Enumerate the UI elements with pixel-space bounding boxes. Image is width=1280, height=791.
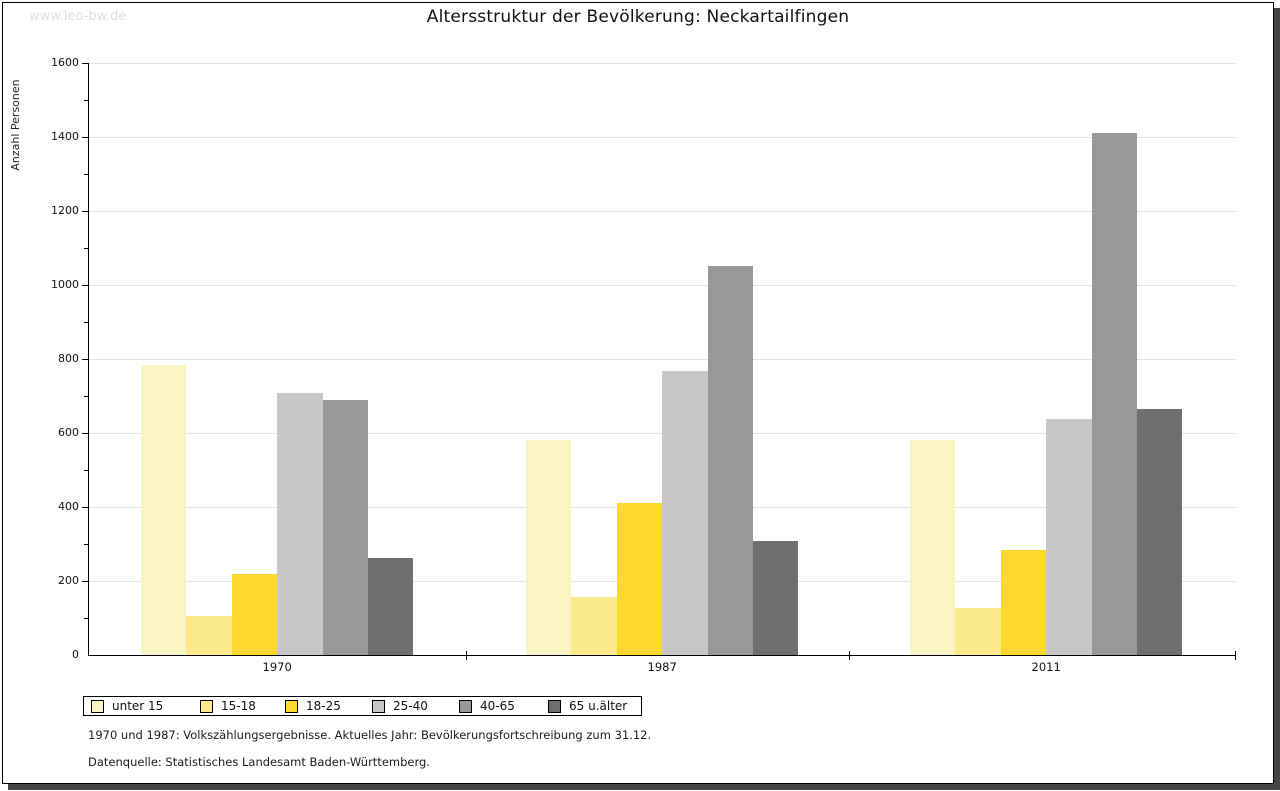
y-axis-minor-tick — [84, 174, 88, 175]
y-axis-minor-tick — [84, 618, 88, 619]
y-axis-minor-tick — [84, 100, 88, 101]
y-axis-major-tick — [82, 211, 88, 212]
legend-entry-18-25: 18-25 — [285, 697, 341, 715]
legend-swatch-icon — [200, 699, 213, 713]
y-axis-minor-tick — [84, 470, 88, 471]
x-axis-category-label: 1987 — [647, 660, 677, 674]
y-axis-tick-label: 1000 — [51, 278, 79, 291]
y-gridline — [89, 285, 1236, 286]
bar-1970-40-65 — [322, 399, 368, 655]
y-axis-tick-label: 1400 — [51, 130, 79, 143]
bar-2011-unter-15 — [910, 440, 956, 655]
legend-label: 65 u.älter — [569, 699, 628, 713]
bar-1987-unter-15 — [526, 440, 572, 655]
bar-1970-65-u.älter — [368, 558, 414, 655]
bar-1970-18-25 — [231, 573, 278, 655]
bar-2011-15-18 — [955, 607, 1001, 655]
bar-2011-18-25 — [1000, 549, 1047, 655]
x-axis-category-label: 2011 — [1031, 660, 1061, 674]
y-gridline — [89, 63, 1236, 64]
bar-1987-18-25 — [616, 502, 663, 655]
legend-entry-40-65: 40-65 — [459, 697, 515, 715]
y-axis-major-tick — [82, 285, 88, 286]
y-axis-tick-label: 600 — [58, 426, 79, 439]
y-axis-major-tick — [82, 359, 88, 360]
bar-1987-40-65 — [707, 266, 753, 655]
watermark: www.leo-bw.de — [29, 9, 127, 24]
legend-label: 15-18 — [221, 699, 256, 713]
bar-1987-65-u.älter — [753, 541, 799, 655]
bar-2011-25-40 — [1046, 418, 1092, 655]
bar-2011-65-u.älter — [1137, 409, 1183, 655]
y-axis-major-tick — [82, 507, 88, 508]
y-axis-minor-tick — [84, 396, 88, 397]
legend-swatch-icon — [548, 699, 561, 713]
legend-box: unter 15 15-18 18-25 25-40 40-65 65 u.älter — [83, 696, 642, 716]
chart-title: Altersstruktur der Bevölkerung: Neckarta… — [426, 7, 850, 27]
y-axis-tick-label: 400 — [58, 500, 79, 513]
bar-1987-15-18 — [571, 597, 617, 655]
x-axis-tick — [1235, 651, 1236, 660]
y-axis-major-tick — [82, 433, 88, 434]
legend-entry-65-u.älter: 65 u.älter — [548, 697, 627, 715]
y-gridline — [89, 359, 1236, 360]
plot-area: 0 200 400 600 800 1000 1200 1400 1600 1970 1987 201… — [51, 56, 1236, 674]
legend-swatch-icon — [285, 699, 298, 713]
legend-swatch-icon — [459, 699, 472, 713]
footnote-data-source: Datenquelle: Statistisches Landesamt Bad… — [88, 755, 430, 769]
y-gridline — [89, 211, 1236, 212]
y-axis-major-tick — [82, 137, 88, 138]
legend-entry-25-40: 25-40 — [372, 697, 428, 715]
x-axis-tick — [849, 651, 850, 660]
y-axis-major-tick — [82, 63, 88, 64]
y-axis-tick-label: 0 — [72, 648, 79, 661]
legend-label: 18-25 — [306, 699, 341, 713]
legend-label: unter 15 — [112, 699, 164, 713]
legend-label: 40-65 — [480, 699, 515, 713]
y-gridline — [89, 137, 1236, 138]
x-axis-tick — [466, 651, 467, 660]
legend-swatch-icon — [372, 699, 385, 713]
bar-2011-40-65 — [1091, 133, 1137, 655]
y-axis-tick-label: 200 — [58, 574, 79, 587]
y-axis-minor-tick — [84, 322, 88, 323]
legend-entry-unter-15: unter 15 — [91, 697, 163, 715]
y-axis-tick-label: 1200 — [51, 204, 79, 217]
bar-1987-25-40 — [662, 371, 708, 655]
bar-1970-15-18 — [186, 615, 232, 655]
y-axis-tick-label: 800 — [58, 352, 79, 365]
y-axis-minor-tick — [84, 248, 88, 249]
x-axis-category-label: 1970 — [262, 660, 292, 674]
legend-entry-15-18: 15-18 — [200, 697, 256, 715]
bar-1970-25-40 — [277, 393, 323, 655]
legend-label: 25-40 — [393, 699, 428, 713]
legend-swatch-icon — [91, 699, 104, 713]
y-axis-title: Anzahl Personen — [9, 79, 22, 171]
y-axis-major-tick — [82, 581, 88, 582]
y-axis-tick-label: 1600 — [51, 56, 79, 69]
footnote-source-note: 1970 und 1987: Volkszählungsergebnisse. … — [88, 728, 652, 742]
y-axis-minor-tick — [84, 544, 88, 545]
bar-1970-unter-15 — [141, 365, 187, 655]
